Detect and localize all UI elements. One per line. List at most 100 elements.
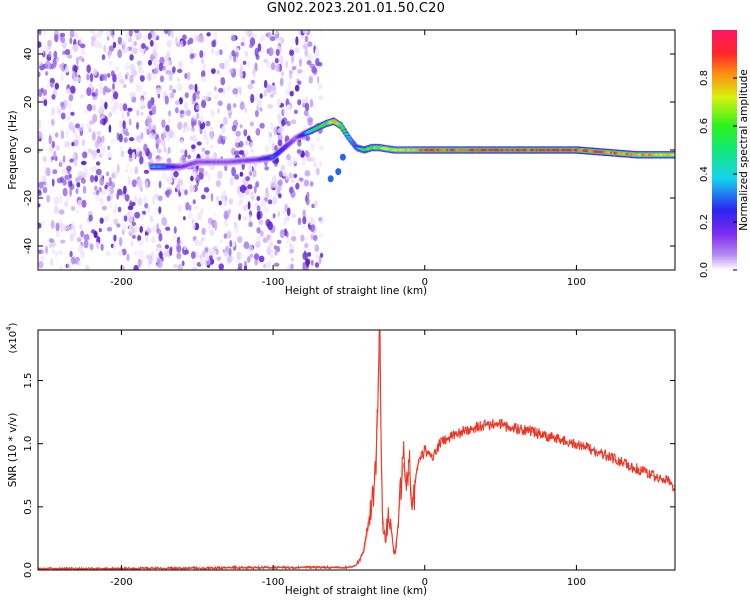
heatmap-noise-cell (167, 118, 171, 124)
heatmap-noise-cell (258, 255, 265, 263)
heatmap-noise-cell (103, 44, 107, 53)
heatmap-noise-cell (78, 127, 84, 132)
heatmap-noise-cell (230, 35, 236, 42)
heatmap-noise-cell (288, 172, 294, 179)
heatmap-noise-cell (255, 181, 259, 188)
heatmap-noise-cell (82, 185, 87, 194)
heatmap-noise-cell (126, 163, 130, 168)
heatmap-noise-cell (151, 236, 156, 244)
heatmap-noise-cell (221, 194, 226, 203)
heatmap-noise-cell (98, 228, 102, 233)
heatmap-noise-cell (218, 263, 224, 270)
heatmap-noise-cell (233, 53, 237, 63)
heatmap-noise-cell (74, 132, 78, 138)
heatmap-noise-cell (177, 121, 183, 130)
heatmap-noise-cell (218, 200, 222, 206)
heatmap-noise-cell (206, 192, 211, 198)
heatmap-noise-cell (309, 181, 314, 187)
snr-x-tick-label: -200 (110, 577, 133, 588)
heatmap-noise-cell (180, 149, 185, 154)
heatmap-noise-cell (41, 175, 47, 183)
heatmap-noise-cell (139, 226, 143, 233)
heatmap-noise-cell (165, 226, 171, 231)
heatmap-noise-cell (286, 104, 291, 110)
heatmap-noise-cell (247, 256, 251, 263)
heatmap-noise-cell (98, 153, 103, 159)
heatmap-noise-cell (281, 70, 284, 77)
heatmap-noise-cell (123, 185, 127, 194)
heatmap-noise-cell (259, 107, 263, 112)
heatmap-noise-cell (249, 121, 254, 127)
heatmap-noise-cell (244, 189, 250, 196)
heatmap-noise-cell (64, 174, 70, 180)
heatmap-noise-cell (139, 249, 144, 258)
heatmap-noise-cell (71, 142, 75, 147)
heatmap-noise-cell (237, 236, 243, 243)
heatmap-noise-cell (136, 147, 140, 155)
heatmap-noise-cell (314, 47, 320, 57)
heatmap-noise-cell (188, 83, 194, 91)
heatmap-noise-cell (60, 130, 65, 140)
heatmap-noise-cell (196, 180, 199, 187)
heatmap-noise-cell (53, 63, 56, 69)
heatmap-noise-cell (116, 163, 120, 174)
heatmap-noise-cell (289, 49, 295, 56)
heatmap-noise-cell (135, 135, 141, 142)
heatmap-noise-cell (254, 258, 259, 266)
heatmap-noise-cell (98, 103, 104, 113)
heatmap-noise-cell (238, 86, 242, 96)
heatmap-noise-cell (139, 74, 145, 82)
heatmap-noise-cell (109, 60, 112, 66)
heatmap-noise-cell (297, 217, 302, 226)
heatmap-noise-cell (213, 39, 217, 48)
heatmap-noise-cell (277, 114, 282, 124)
heatmap-noise-cell (290, 179, 295, 183)
heatmap-noise-cell (149, 39, 154, 47)
heatmap-noise-cell (197, 211, 203, 221)
heatmap-noise-cell (139, 104, 146, 110)
heatmap-noise-cell (209, 251, 213, 256)
heatmap-noise-cell (292, 66, 296, 71)
heatmap-noise-cell (235, 93, 238, 98)
heatmap-noise-cell (215, 248, 219, 255)
heatmap-noise-cell (174, 35, 179, 45)
heatmap-ridge-core (671, 153, 675, 157)
heatmap-noise-cell (292, 229, 296, 236)
heatmap-noise-cell (255, 127, 261, 136)
heatmap-noise-cell (106, 226, 113, 232)
heatmap-noise-cell (45, 60, 51, 70)
heatmap-noise-cell (279, 125, 284, 133)
heatmap-noise-cell (151, 195, 155, 205)
heatmap-noise-cell (130, 166, 133, 175)
heatmap-noise-cell (138, 239, 144, 246)
heatmap-noise-cell (155, 158, 160, 164)
heatmap-noise-cell (70, 30, 75, 35)
heatmap-noise-cell (319, 160, 322, 168)
heatmap-noise-cell (244, 260, 247, 266)
heatmap-noise-cell (278, 193, 282, 199)
heatmap-noise-cell (217, 137, 222, 145)
heatmap-noise-cell (320, 252, 324, 258)
heatmap-noise-cell (145, 234, 149, 243)
heatmap-noise-cell (293, 173, 298, 179)
heatmap-noise-cell (131, 96, 137, 103)
heatmap-noise-cell (204, 252, 209, 261)
heatmap-noise-cell (217, 170, 223, 180)
heatmap-noise-cell (192, 219, 196, 229)
heatmap-noise-cell (222, 136, 228, 140)
heatmap-noise-cell (280, 56, 284, 63)
heatmap-noise-cell (38, 249, 42, 254)
heatmap-noise-cell (203, 129, 207, 138)
heatmap-noise-cell (196, 112, 200, 120)
heatmap-noise-cell (143, 162, 148, 167)
heatmap-noise-cell (107, 151, 112, 159)
heatmap-noise-cell (187, 212, 194, 219)
heatmap-noise-cell (81, 139, 86, 147)
heatmap-noise-cell (80, 160, 87, 166)
heatmap-noise-cell (202, 63, 207, 73)
heatmap-noise-cell (66, 226, 72, 231)
heatmap-noise-cell (223, 210, 229, 220)
heatmap-noise-cell (233, 222, 238, 228)
heatmap-noise-cell (59, 159, 64, 168)
heatmap-noise-cell (55, 251, 58, 258)
